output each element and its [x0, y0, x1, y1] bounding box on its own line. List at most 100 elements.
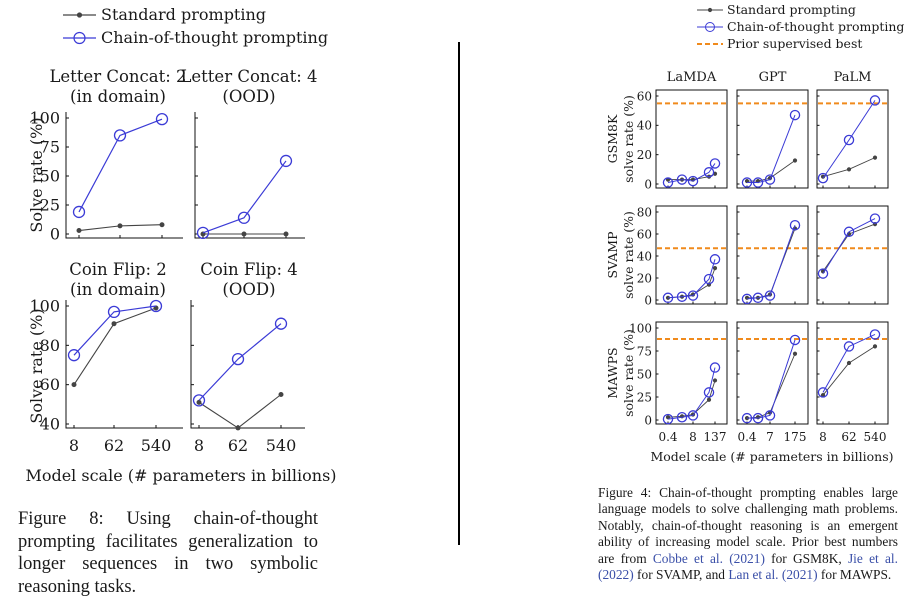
right-panel: 0 20 40 60 [637, 89, 728, 191]
x-tick-label: 8 [689, 430, 697, 444]
data-point [665, 415, 671, 420]
x-tick-label: 62 [841, 430, 856, 444]
data-point [741, 412, 753, 424]
right-panel: 0 25 50 75 100 0.4 8 137 [629, 321, 728, 444]
data-point [117, 223, 123, 229]
data-point [741, 177, 753, 188]
legend-label: Standard prompting [727, 2, 856, 17]
data-point [676, 411, 688, 423]
data-point [111, 321, 117, 327]
data-point [792, 351, 798, 356]
right-caption-text-3: for SVAMP, and [633, 567, 729, 583]
legend-marker [707, 7, 713, 13]
row-label: SVAMP [605, 232, 620, 279]
data-point [107, 305, 121, 319]
right-panel [736, 89, 809, 189]
data-point [817, 387, 829, 398]
series-line [73, 307, 157, 385]
series-line [822, 100, 876, 179]
data-point [159, 222, 165, 228]
data-point [76, 228, 82, 234]
x-tick-label: 0.4 [658, 430, 677, 444]
data-point [662, 177, 674, 188]
column-title: GPT [759, 70, 787, 85]
panel-frame [655, 89, 728, 189]
x-tick-label: 8 [819, 430, 827, 444]
data-point [712, 266, 718, 271]
series-line [78, 118, 163, 213]
left-figure-caption: Figure 8: Using chain-of-thought prompti… [18, 508, 318, 598]
y-tick-label: 0 [644, 293, 652, 307]
figure-divider [458, 42, 460, 545]
panel-frame [736, 89, 809, 189]
data-point [196, 399, 202, 405]
data-point [869, 213, 881, 224]
panel-frame [736, 205, 809, 305]
data-point [662, 292, 674, 304]
y-tick-label: 40 [637, 249, 652, 263]
data-point [149, 299, 163, 313]
data-point [283, 231, 289, 237]
data-point [192, 394, 206, 407]
series-line [747, 339, 796, 419]
x-tick-label: 62 [228, 436, 248, 455]
right-figure: Standard prompting Chain-of-thought promp… [605, 2, 904, 464]
y-tick-label: 75 [637, 344, 652, 358]
legend-marker [76, 12, 83, 18]
data-point [843, 341, 855, 352]
panel-title: Coin Flip: 2 [69, 260, 167, 279]
panel-subtitle: (OOD) [222, 87, 275, 106]
data-point [153, 305, 159, 311]
data-point [709, 158, 721, 169]
right-panel [816, 205, 889, 305]
right-caption-text-4: for MAWPS. [817, 567, 892, 583]
data-point [789, 109, 801, 121]
x-tick-label: 540 [864, 430, 887, 444]
y-tick-label: 25 [40, 196, 60, 215]
data-point [709, 254, 721, 265]
data-point [752, 412, 764, 424]
panel-title: Letter Concat: 2 [49, 67, 186, 86]
series-line [202, 160, 287, 234]
panel-frame [736, 321, 809, 425]
data-point [687, 290, 699, 301]
x-tick-label: 8 [69, 436, 79, 455]
citation-cobbe[interactable]: Cobbe et al. (2021) [652, 550, 765, 566]
y-tick-label: 60 [637, 89, 652, 103]
panel-subtitle: (in domain) [70, 280, 166, 299]
right-caption-text-2: for GSM8K, [764, 550, 848, 566]
left-panel: Letter Concat: 4(OOD) [180, 67, 318, 239]
data-point [687, 175, 699, 187]
left-caption-label: Figure 8: [18, 509, 104, 529]
data-point [703, 387, 715, 398]
panel-title: Coin Flip: 4 [200, 260, 298, 279]
y-axis-label: Solve rate (%) [27, 117, 46, 232]
right-panel: 8 62 540 [816, 321, 889, 444]
y-tick-label: 40 [40, 415, 60, 434]
row-sublabel: solve rate (%) [621, 211, 636, 299]
x-tick-label: 540 [141, 436, 172, 455]
y-tick-label: 60 [637, 227, 652, 241]
row-sublabel: solve rate (%) [621, 329, 636, 417]
data-point [67, 349, 81, 362]
x-tick-label: 8 [194, 436, 204, 455]
citation-lan[interactable]: Lan et al. (2021) [728, 567, 818, 583]
axis-frame [194, 112, 305, 239]
data-point [676, 291, 688, 302]
x-axis-label: Model scale (# parameters in billions) [650, 449, 893, 464]
data-point [764, 410, 776, 421]
data-point [71, 382, 77, 388]
series-line [198, 323, 282, 401]
data-point [843, 134, 855, 146]
legend-label: Chain-of-thought prompting [101, 28, 328, 47]
data-point [872, 155, 878, 160]
data-point [72, 205, 86, 219]
legend-marker [73, 31, 86, 45]
data-point [237, 211, 251, 224]
y-tick-label: 40 [637, 119, 652, 133]
panel-title: Letter Concat: 4 [180, 67, 317, 86]
data-point [113, 129, 127, 142]
citation-jie[interactable]: Jie et al. (2022) [598, 550, 898, 583]
series-line [822, 218, 876, 274]
data-point [712, 378, 718, 383]
